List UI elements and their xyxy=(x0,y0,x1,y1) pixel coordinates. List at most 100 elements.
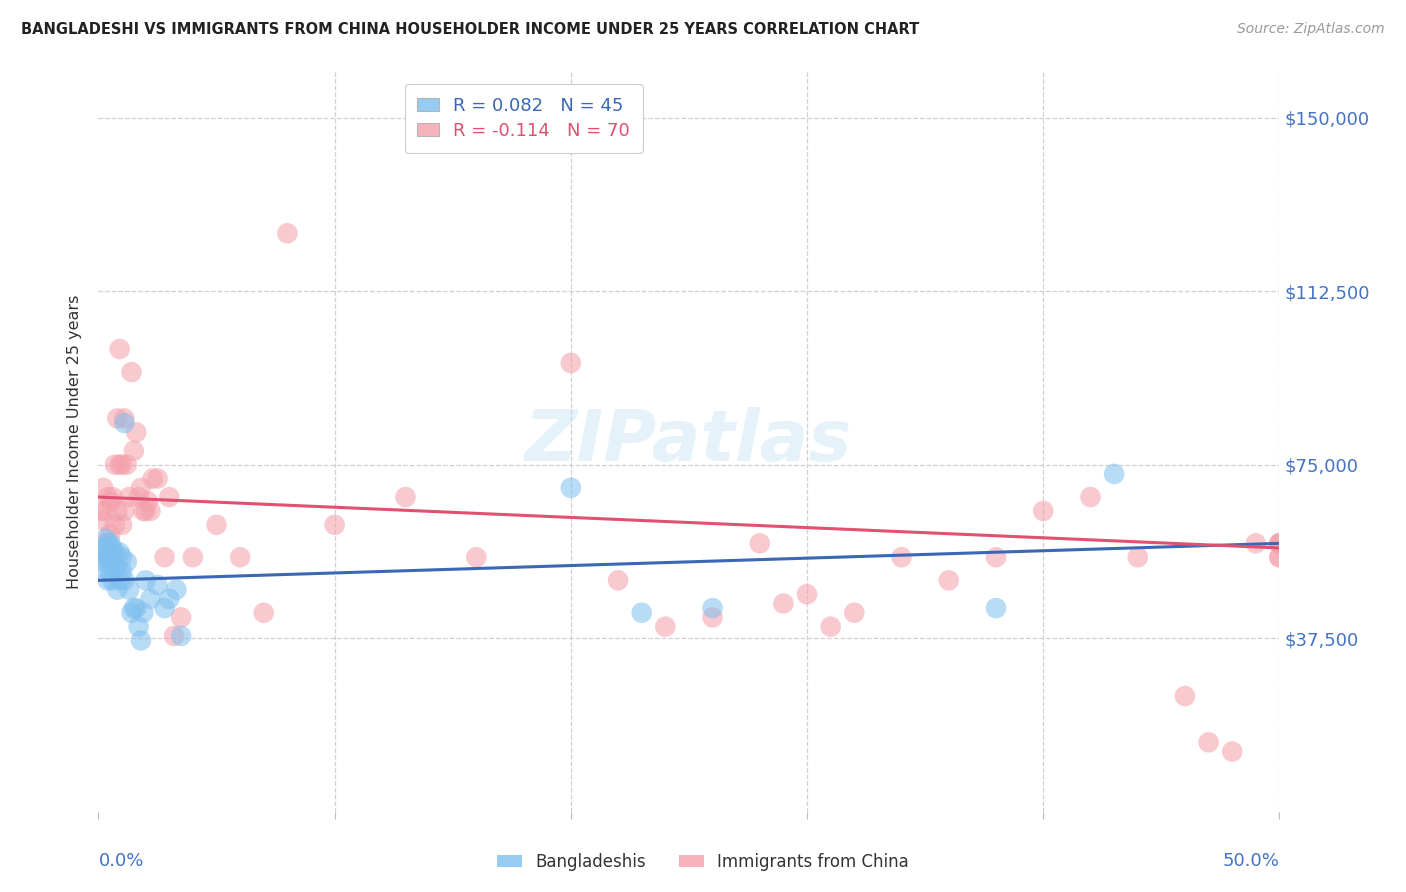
Point xyxy=(146,471,169,485)
Point xyxy=(146,578,169,592)
Point xyxy=(101,490,124,504)
Point xyxy=(748,536,770,550)
Point xyxy=(630,606,652,620)
Point xyxy=(91,481,114,495)
Point xyxy=(654,619,676,633)
Point xyxy=(323,517,346,532)
Point xyxy=(125,425,148,440)
Point xyxy=(702,601,724,615)
Point xyxy=(1126,550,1149,565)
Point xyxy=(560,356,582,370)
Point xyxy=(394,490,416,504)
Point xyxy=(181,550,204,565)
Point xyxy=(132,504,155,518)
Point xyxy=(91,513,114,527)
Point xyxy=(105,582,128,597)
Point xyxy=(108,574,131,588)
Point xyxy=(97,490,120,504)
Point xyxy=(139,504,162,518)
Point xyxy=(135,504,157,518)
Point xyxy=(229,550,252,565)
Point xyxy=(98,527,121,541)
Point xyxy=(90,504,112,518)
Point xyxy=(122,601,145,615)
Point xyxy=(97,574,120,588)
Point xyxy=(153,550,176,565)
Point xyxy=(153,601,176,615)
Text: BANGLADESHI VS IMMIGRANTS FROM CHINA HOUSEHOLDER INCOME UNDER 25 YEARS CORRELATI: BANGLADESHI VS IMMIGRANTS FROM CHINA HOU… xyxy=(21,22,920,37)
Point xyxy=(142,471,165,485)
Point xyxy=(122,443,145,458)
Point xyxy=(1268,536,1291,550)
Point xyxy=(135,574,157,588)
Point xyxy=(111,458,134,472)
Point xyxy=(1102,467,1125,481)
Point xyxy=(111,564,134,578)
Point xyxy=(108,458,131,472)
Point xyxy=(101,550,124,565)
Point xyxy=(112,416,135,430)
Point xyxy=(97,536,120,550)
Point xyxy=(1268,536,1291,550)
Point xyxy=(108,342,131,356)
Point xyxy=(165,582,187,597)
Point xyxy=(118,490,141,504)
Point xyxy=(98,536,121,550)
Point xyxy=(104,517,127,532)
Point xyxy=(465,550,488,565)
Point xyxy=(91,555,114,569)
Legend: Bangladeshis, Immigrants from China: Bangladeshis, Immigrants from China xyxy=(488,845,918,880)
Text: 50.0%: 50.0% xyxy=(1223,853,1279,871)
Point xyxy=(205,517,228,532)
Point xyxy=(115,555,138,569)
Point xyxy=(1032,504,1054,518)
Point xyxy=(170,610,193,624)
Point xyxy=(1220,745,1243,759)
Point xyxy=(129,633,152,648)
Text: Source: ZipAtlas.com: Source: ZipAtlas.com xyxy=(1237,22,1385,37)
Point xyxy=(94,504,117,518)
Point xyxy=(170,629,193,643)
Point xyxy=(101,574,124,588)
Text: 0.0%: 0.0% xyxy=(98,853,143,871)
Point xyxy=(139,591,162,606)
Point xyxy=(104,458,127,472)
Point xyxy=(132,606,155,620)
Point xyxy=(796,587,818,601)
Point xyxy=(98,555,121,569)
Point xyxy=(108,545,131,560)
Y-axis label: Householder Income Under 25 years: Householder Income Under 25 years xyxy=(67,294,83,589)
Point xyxy=(104,559,127,574)
Point xyxy=(1174,689,1197,703)
Point xyxy=(94,532,117,546)
Point xyxy=(1080,490,1102,504)
Point xyxy=(101,550,124,565)
Point xyxy=(125,601,148,615)
Point xyxy=(115,458,138,472)
Point xyxy=(128,490,150,504)
Point xyxy=(276,227,298,241)
Point xyxy=(984,550,1007,565)
Point xyxy=(890,550,912,565)
Point xyxy=(112,504,135,518)
Point xyxy=(772,597,794,611)
Point xyxy=(118,582,141,597)
Point xyxy=(105,504,128,518)
Point xyxy=(157,591,180,606)
Point xyxy=(1268,550,1291,565)
Point xyxy=(111,550,134,565)
Point xyxy=(94,545,117,560)
Point xyxy=(938,574,960,588)
Point xyxy=(97,550,120,565)
Legend: R = 0.082   N = 45, R = -0.114   N = 70: R = 0.082 N = 45, R = -0.114 N = 70 xyxy=(405,84,643,153)
Text: ZIPatlas: ZIPatlas xyxy=(526,407,852,476)
Point xyxy=(112,411,135,425)
Point xyxy=(104,545,127,560)
Point xyxy=(105,411,128,425)
Point xyxy=(94,564,117,578)
Point xyxy=(560,481,582,495)
Point xyxy=(97,550,120,565)
Point xyxy=(129,481,152,495)
Point xyxy=(702,610,724,624)
Point xyxy=(984,601,1007,615)
